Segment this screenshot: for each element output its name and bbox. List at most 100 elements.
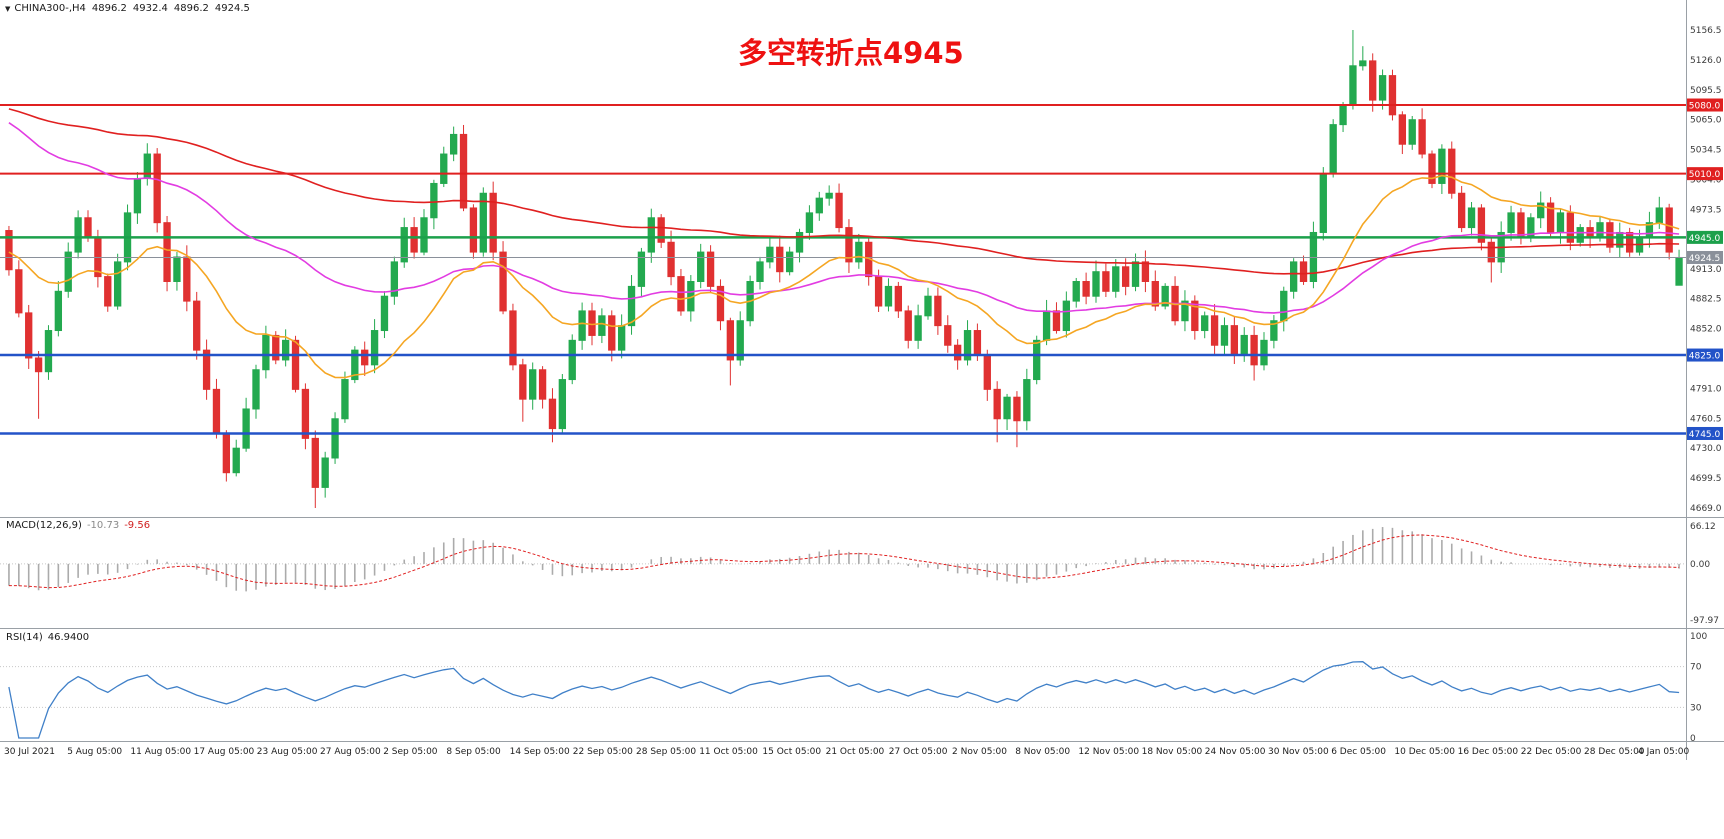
- chart-dropdown-icon[interactable]: ▼: [5, 5, 11, 13]
- bull-candle: [637, 251, 646, 287]
- bull-candle: [766, 246, 774, 263]
- bear-candle: [25, 312, 33, 359]
- bull-candle: [252, 369, 260, 410]
- bear-candle: [1151, 281, 1159, 307]
- bull-candle: [479, 192, 487, 253]
- bull-candle: [133, 178, 142, 214]
- bull-candle: [1023, 379, 1031, 422]
- bull-candle: [281, 339, 290, 361]
- time-axis-label: 23 Aug 05:00: [257, 747, 318, 757]
- bear-candle: [459, 133, 468, 209]
- price-level-badge-label: 4825.0: [1689, 352, 1721, 362]
- bull-candle: [173, 256, 181, 283]
- bear-candle: [1388, 75, 1397, 116]
- rsi-line: [8, 661, 1680, 739]
- price-axis-label: 5004.0: [1690, 176, 1722, 186]
- rsi-value: 46.9400: [47, 632, 90, 643]
- bull-candle: [1319, 173, 1327, 233]
- bull-candle: [1161, 285, 1169, 307]
- bear-candle: [15, 269, 23, 314]
- time-axis-label: 16 Dec 05:00: [1458, 747, 1519, 757]
- bull-candle: [963, 330, 972, 361]
- bear-candle: [1448, 148, 1456, 194]
- bear-candle: [726, 320, 735, 361]
- time-axis-label: 4 Jan 05:00: [1638, 747, 1690, 757]
- bull-candle: [914, 315, 922, 341]
- time-axis-label: 27 Aug 05:00: [320, 747, 381, 757]
- bear-candle: [1013, 396, 1021, 422]
- macd-name: MACD(12,26,9): [6, 520, 82, 531]
- bull-candle: [1131, 261, 1140, 287]
- macd-axis-label: 66.12: [1690, 522, 1716, 532]
- bull-candle: [1556, 212, 1565, 233]
- bear-candle: [1121, 266, 1130, 287]
- price-axis-label: 4791.0: [1690, 384, 1722, 394]
- bull-candle: [924, 295, 932, 317]
- price-level-badge-label: 4924.5: [1689, 254, 1721, 264]
- macd-main-value: -10.73: [86, 520, 120, 531]
- bear-candle: [1477, 207, 1486, 243]
- bull-candle: [1280, 290, 1288, 322]
- bull-candle: [1339, 104, 1347, 126]
- bull-candle: [380, 295, 389, 332]
- price-level-badge-label: 5010.0: [1689, 170, 1721, 180]
- bull-candle: [54, 290, 63, 332]
- bear-candle: [1102, 271, 1110, 292]
- bear-candle: [183, 256, 191, 302]
- bear-candle: [677, 276, 685, 312]
- bull-candle: [647, 217, 655, 253]
- bear-candle: [538, 369, 547, 400]
- bear-candle: [874, 276, 883, 307]
- bear-candle: [469, 207, 478, 253]
- bull-candle: [558, 379, 567, 430]
- bear-candle: [973, 330, 982, 356]
- bull-candle: [1112, 266, 1120, 292]
- bull-candle: [627, 285, 636, 327]
- bear-candle: [509, 310, 517, 366]
- bear-candle: [776, 246, 784, 273]
- bear-candle: [1566, 212, 1575, 243]
- bear-candle: [845, 227, 853, 263]
- bull-candle: [390, 261, 399, 297]
- bear-candle: [1665, 207, 1673, 253]
- price-axis-label: 4913.0: [1690, 265, 1722, 275]
- time-axis-label: 11 Oct 05:00: [699, 747, 758, 757]
- bull-candle: [113, 261, 122, 307]
- bear-candle: [222, 432, 231, 474]
- time-axis-label: 2 Nov 05:00: [952, 747, 1007, 757]
- bull-candle: [74, 217, 82, 253]
- bear-candle: [993, 388, 1001, 420]
- rsi-name: RSI(14): [6, 632, 43, 643]
- bull-candle: [1655, 207, 1663, 224]
- bull-candle: [568, 339, 576, 381]
- bear-candle: [953, 344, 962, 361]
- bull-candle: [1349, 65, 1357, 106]
- ma-line-fast: [8, 174, 1680, 379]
- bull-candle: [736, 320, 744, 361]
- macd-indicator-label: MACD(12,26,9) -10.73 -9.56: [6, 520, 150, 531]
- bear-candle: [311, 437, 319, 488]
- bear-candle: [301, 388, 310, 439]
- time-axis-label: 5 Aug 05:00: [67, 747, 122, 757]
- bear-candle: [1141, 261, 1150, 283]
- bull-candle: [1270, 320, 1278, 341]
- bear-candle: [202, 349, 211, 390]
- bear-candle: [667, 241, 675, 278]
- bull-candle: [815, 197, 823, 214]
- price-axis-label: 4973.5: [1690, 205, 1722, 215]
- bull-candle: [440, 153, 448, 184]
- macd-axis-label: 0.00: [1690, 560, 1710, 570]
- price-level-badge-label: 5080.0: [1689, 102, 1721, 112]
- time-axis-label: 21 Oct 05:00: [826, 747, 885, 757]
- time-axis-label: 10 Dec 05:00: [1394, 747, 1455, 757]
- time-axis-label: 6 Dec 05:00: [1331, 747, 1386, 757]
- bull-candle: [697, 251, 705, 283]
- bull-candle: [1033, 339, 1041, 381]
- bear-candle: [1230, 325, 1239, 356]
- rsi-axis-label: 100: [1690, 632, 1707, 642]
- bull-candle: [1378, 75, 1387, 101]
- bear-candle: [1517, 212, 1525, 238]
- bull-candle: [1072, 281, 1080, 302]
- ohlc-close: 4924.5: [214, 3, 250, 14]
